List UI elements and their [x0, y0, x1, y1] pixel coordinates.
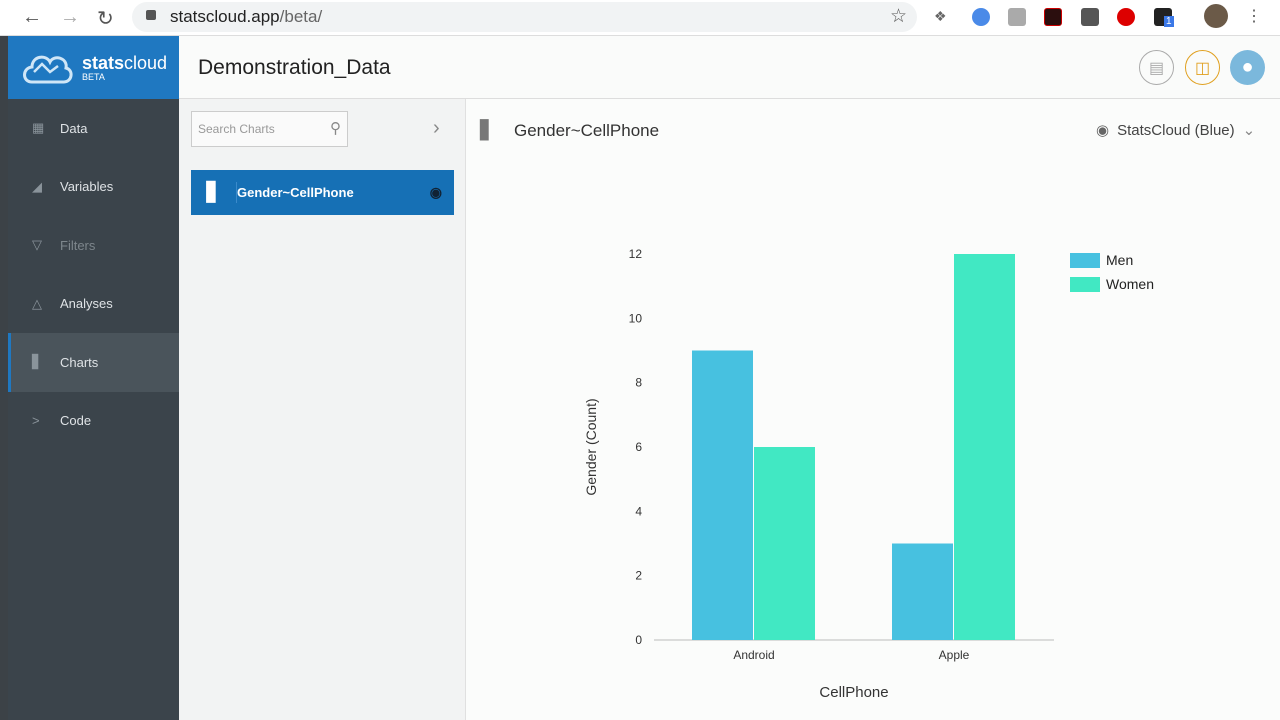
label: Data	[60, 120, 88, 136]
label: Filters	[60, 237, 96, 253]
browser-toolbar: ← → ↻ statscloud.app/beta/ ☆ ❖ 1 ⋮	[0, 0, 1280, 36]
lightbulb-icon[interactable]	[1081, 8, 1099, 26]
docs-book-button[interactable]: ◫	[1185, 50, 1220, 85]
sidebar-item-code[interactable]: > Code	[8, 392, 179, 451]
bar-men-android	[692, 350, 753, 640]
y-tick-label: 2	[635, 569, 642, 583]
comments-button[interactable]: ▤	[1139, 50, 1174, 85]
y-axis-label: Gender (Count)	[583, 398, 599, 495]
legend-label: Men	[1106, 252, 1133, 268]
label: Variables	[60, 179, 114, 195]
label: Analyses	[60, 296, 113, 312]
extension-icon[interactable]	[972, 8, 990, 26]
x-tick-label: Android	[733, 648, 774, 662]
y-tick-label: 12	[629, 247, 643, 261]
y-tick-label: 0	[635, 633, 642, 647]
reload-icon[interactable]: ↻	[97, 8, 114, 30]
brand-logo: statscloud BETA	[8, 36, 179, 99]
address-bar[interactable]: statscloud.app/beta/ ☆	[132, 2, 917, 32]
x-tick-label: Apple	[939, 648, 970, 662]
chart-view: ▋ Gender~CellPhone ◉ StatsCloud (Blue) ⌄ 0…	[466, 99, 1280, 720]
cloud-icon	[23, 55, 73, 84]
search-charts-input[interactable]: Search Charts ⚲	[191, 111, 348, 147]
flask-icon: △	[32, 295, 42, 311]
brand-name-bold: stats	[82, 53, 125, 73]
bar-women-apple	[954, 254, 1015, 640]
theme-label: StatsCloud (Blue)	[1117, 122, 1235, 139]
bar-women-android	[754, 447, 815, 640]
chart-item-label: Gender~CellPhone	[237, 185, 354, 200]
sidebar-item-variables[interactable]: ◢ Variables	[8, 158, 179, 217]
theme-select[interactable]: ◉ StatsCloud (Blue) ⌄	[1096, 121, 1255, 139]
star-icon[interactable]: ☆	[889, 6, 907, 27]
label: Charts	[60, 354, 99, 370]
palette-icon: ◉	[1096, 122, 1110, 139]
extension-icon[interactable]	[1008, 8, 1026, 26]
acrobat-icon[interactable]	[1044, 8, 1062, 26]
sidebar-item-filters[interactable]: ▽ Filters	[8, 216, 179, 275]
search-icon[interactable]: ⚲	[330, 120, 341, 137]
sidebar-item-charts[interactable]: ▋ Charts	[8, 333, 179, 392]
palette-icon[interactable]: ◉	[429, 184, 442, 200]
bar-chart-icon: ▋	[480, 120, 494, 140]
badge: 1	[1164, 16, 1174, 27]
y-tick-label: 8	[635, 376, 642, 390]
chart-title: Gender~CellPhone	[514, 121, 660, 140]
sidebar-item-data[interactable]: ▦ Data	[8, 99, 179, 158]
filter-icon: ▽	[32, 237, 42, 253]
search-placeholder: Search Charts	[198, 122, 275, 136]
variables-icon: ◢	[32, 178, 42, 194]
label: Code	[60, 413, 92, 429]
legend-label: Women	[1106, 276, 1154, 292]
profile-avatar[interactable]	[1204, 4, 1228, 28]
menu-icon[interactable]: ⋮	[1246, 8, 1262, 25]
sidebar-item-analyses[interactable]: △ Analyses	[8, 275, 179, 334]
legend-swatch	[1070, 253, 1100, 268]
bar-men-apple	[892, 543, 953, 640]
x-axis-label: CellPhone	[819, 684, 888, 701]
bar-chart-icon: ▋	[32, 354, 42, 370]
sidebar: statscloud BETA ▦ Data ◢ Variables ▽ Filter…	[8, 36, 179, 720]
y-tick-label: 10	[629, 311, 643, 325]
chart-list-item[interactable]: ▋ Gender~CellPhone ◉	[191, 170, 454, 215]
url-host: statscloud.app	[170, 7, 280, 26]
lock-icon	[146, 10, 156, 20]
chevron-right-icon[interactable]: ›	[433, 117, 440, 139]
app-header: Demonstration_Data ▤ ◫ ●	[179, 36, 1280, 99]
y-tick-label: 6	[635, 440, 642, 454]
chevron-down-icon: ⌄	[1242, 122, 1256, 139]
dropbox-icon[interactable]: ❖	[934, 8, 947, 24]
adblock-icon[interactable]	[1117, 8, 1135, 26]
box-icon[interactable]: 1	[1154, 8, 1174, 27]
page-title: Demonstration_Data	[198, 56, 391, 79]
legend-swatch	[1070, 277, 1100, 292]
beta-tag: BETA	[82, 72, 105, 82]
bar-chart: 0 2 4 6 8 10 12 Android Apple CellPhone Gender (Co…	[583, 247, 1154, 701]
user-avatar-button[interactable]: ●	[1230, 50, 1265, 85]
chevron-right-icon: >	[32, 413, 40, 429]
y-tick-label: 4	[635, 504, 642, 518]
url-path: /beta/	[279, 7, 323, 26]
grid-icon: ▦	[32, 120, 45, 136]
back-icon[interactable]: ←	[22, 6, 42, 28]
window-edge	[0, 36, 8, 720]
forward-icon[interactable]: →	[60, 6, 80, 28]
brand-name-light: cloud	[124, 53, 168, 73]
charts-panel: Search Charts ⚲ › ▋ Gender~CellPhone ◉	[179, 99, 466, 720]
bar-chart-icon: ▋	[191, 182, 237, 203]
